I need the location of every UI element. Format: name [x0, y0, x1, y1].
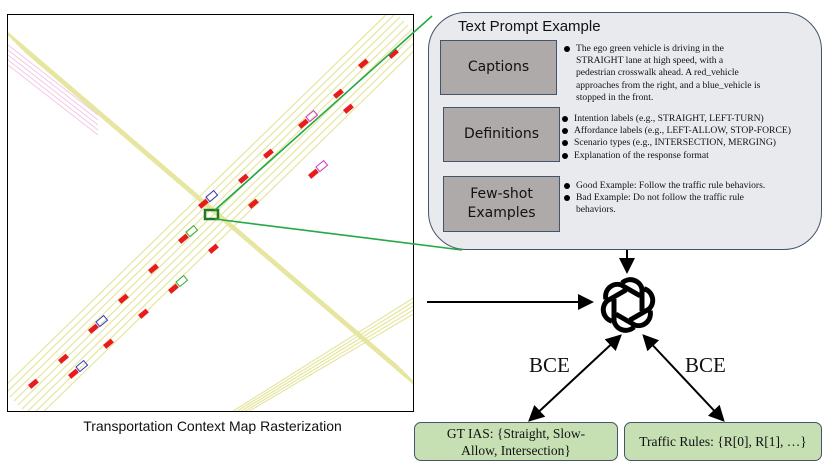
few-shot-box: Few-shot Examples	[443, 176, 560, 232]
bullet-item: Bad Example: Do not follow the traffic r…	[564, 192, 774, 216]
few-shot-label-1: Few-shot	[470, 186, 533, 203]
ego-vehicle	[203, 208, 220, 221]
vehicle-box	[305, 109, 319, 123]
gt-ias-box: GT IAS: {Straight, Slow- Allow, Intersec…	[414, 422, 618, 461]
road-line	[240, 305, 413, 411]
vehicle-box	[175, 274, 189, 288]
bullet-item: Affordance labels (e.g., LEFT-ALLOW, STO…	[562, 125, 822, 137]
road-line	[9, 16, 401, 398]
gt-ias-line-2: Allow, Intersection}	[461, 442, 571, 458]
bce-label-right: BCE	[685, 353, 726, 377]
vehicle	[343, 103, 354, 114]
definitions-box: Definitions	[443, 107, 560, 162]
bce-arrow-right	[642, 334, 725, 422]
vehicle	[208, 243, 219, 254]
map-raster	[8, 15, 413, 411]
bullet-item: Explanation of the response format	[562, 150, 822, 162]
vehicle	[308, 168, 319, 179]
vehicle-box	[95, 314, 109, 328]
captions-label: Captions	[467, 59, 530, 76]
road-line	[19, 46, 413, 384]
captions-box: Captions	[440, 40, 557, 95]
context-map	[7, 14, 414, 412]
lane-line	[8, 44, 99, 116]
few-shot-label-2: Examples	[467, 205, 536, 221]
vehicle-box	[205, 189, 219, 203]
lane-line	[8, 64, 99, 136]
bullet-item: Scenario types (e.g., INTERSECTION, MERG…	[562, 137, 822, 149]
road-line	[232, 297, 413, 411]
road-line	[248, 313, 413, 411]
vehicle	[68, 368, 79, 379]
definitions-bullets: Intention labels (e.g., STRAIGHT, LEFT-T…	[562, 113, 822, 162]
road-line	[236, 301, 413, 411]
map-caption: Transportation Context Map Rasterization	[83, 418, 342, 434]
captions-bullets: The ego green vehicle is driving in the …	[564, 43, 764, 104]
lane-line	[8, 59, 99, 131]
few-shot-bullets: Good Example: Follow the traffic rule be…	[564, 180, 774, 217]
openai-logo-icon	[599, 277, 657, 331]
bullet-item: The ego green vehicle is driving in the …	[564, 43, 764, 104]
vehicle	[57, 353, 69, 364]
bce-label-left: BCE	[529, 353, 570, 377]
vehicle	[117, 293, 129, 304]
gt-ias-line-1: GT IAS: {Straight, Slow-	[446, 425, 586, 441]
vehicle	[148, 263, 159, 274]
vehicle-box	[315, 159, 329, 173]
road-line	[43, 50, 413, 411]
bullet-item: Intention labels (e.g., STRAIGHT, LEFT-T…	[562, 113, 822, 125]
vehicle	[138, 308, 149, 319]
definitions-label: Definitions	[463, 126, 540, 143]
traffic-rules-text: Traffic Rules: {R[0], R[1], …}	[639, 434, 807, 449]
vehicle	[178, 233, 189, 244]
vehicle-box	[75, 359, 89, 373]
vehicle	[198, 198, 209, 209]
vehicle	[103, 338, 114, 349]
vehicle	[28, 378, 39, 389]
lane-line	[8, 49, 99, 121]
road-line	[27, 35, 413, 411]
bullet-item: Good Example: Follow the traffic rule be…	[564, 180, 774, 192]
lane-line	[8, 54, 99, 126]
bce-arrow-left	[528, 334, 622, 422]
traffic-rules-box: Traffic Rules: {R[0], R[1], …}	[624, 422, 822, 461]
prompt-title: Text Prompt Example	[458, 18, 601, 35]
road-line	[244, 309, 413, 411]
vehicle-box	[185, 224, 199, 238]
vehicle	[168, 283, 179, 294]
road-line	[35, 42, 413, 411]
vehicle	[88, 323, 99, 334]
